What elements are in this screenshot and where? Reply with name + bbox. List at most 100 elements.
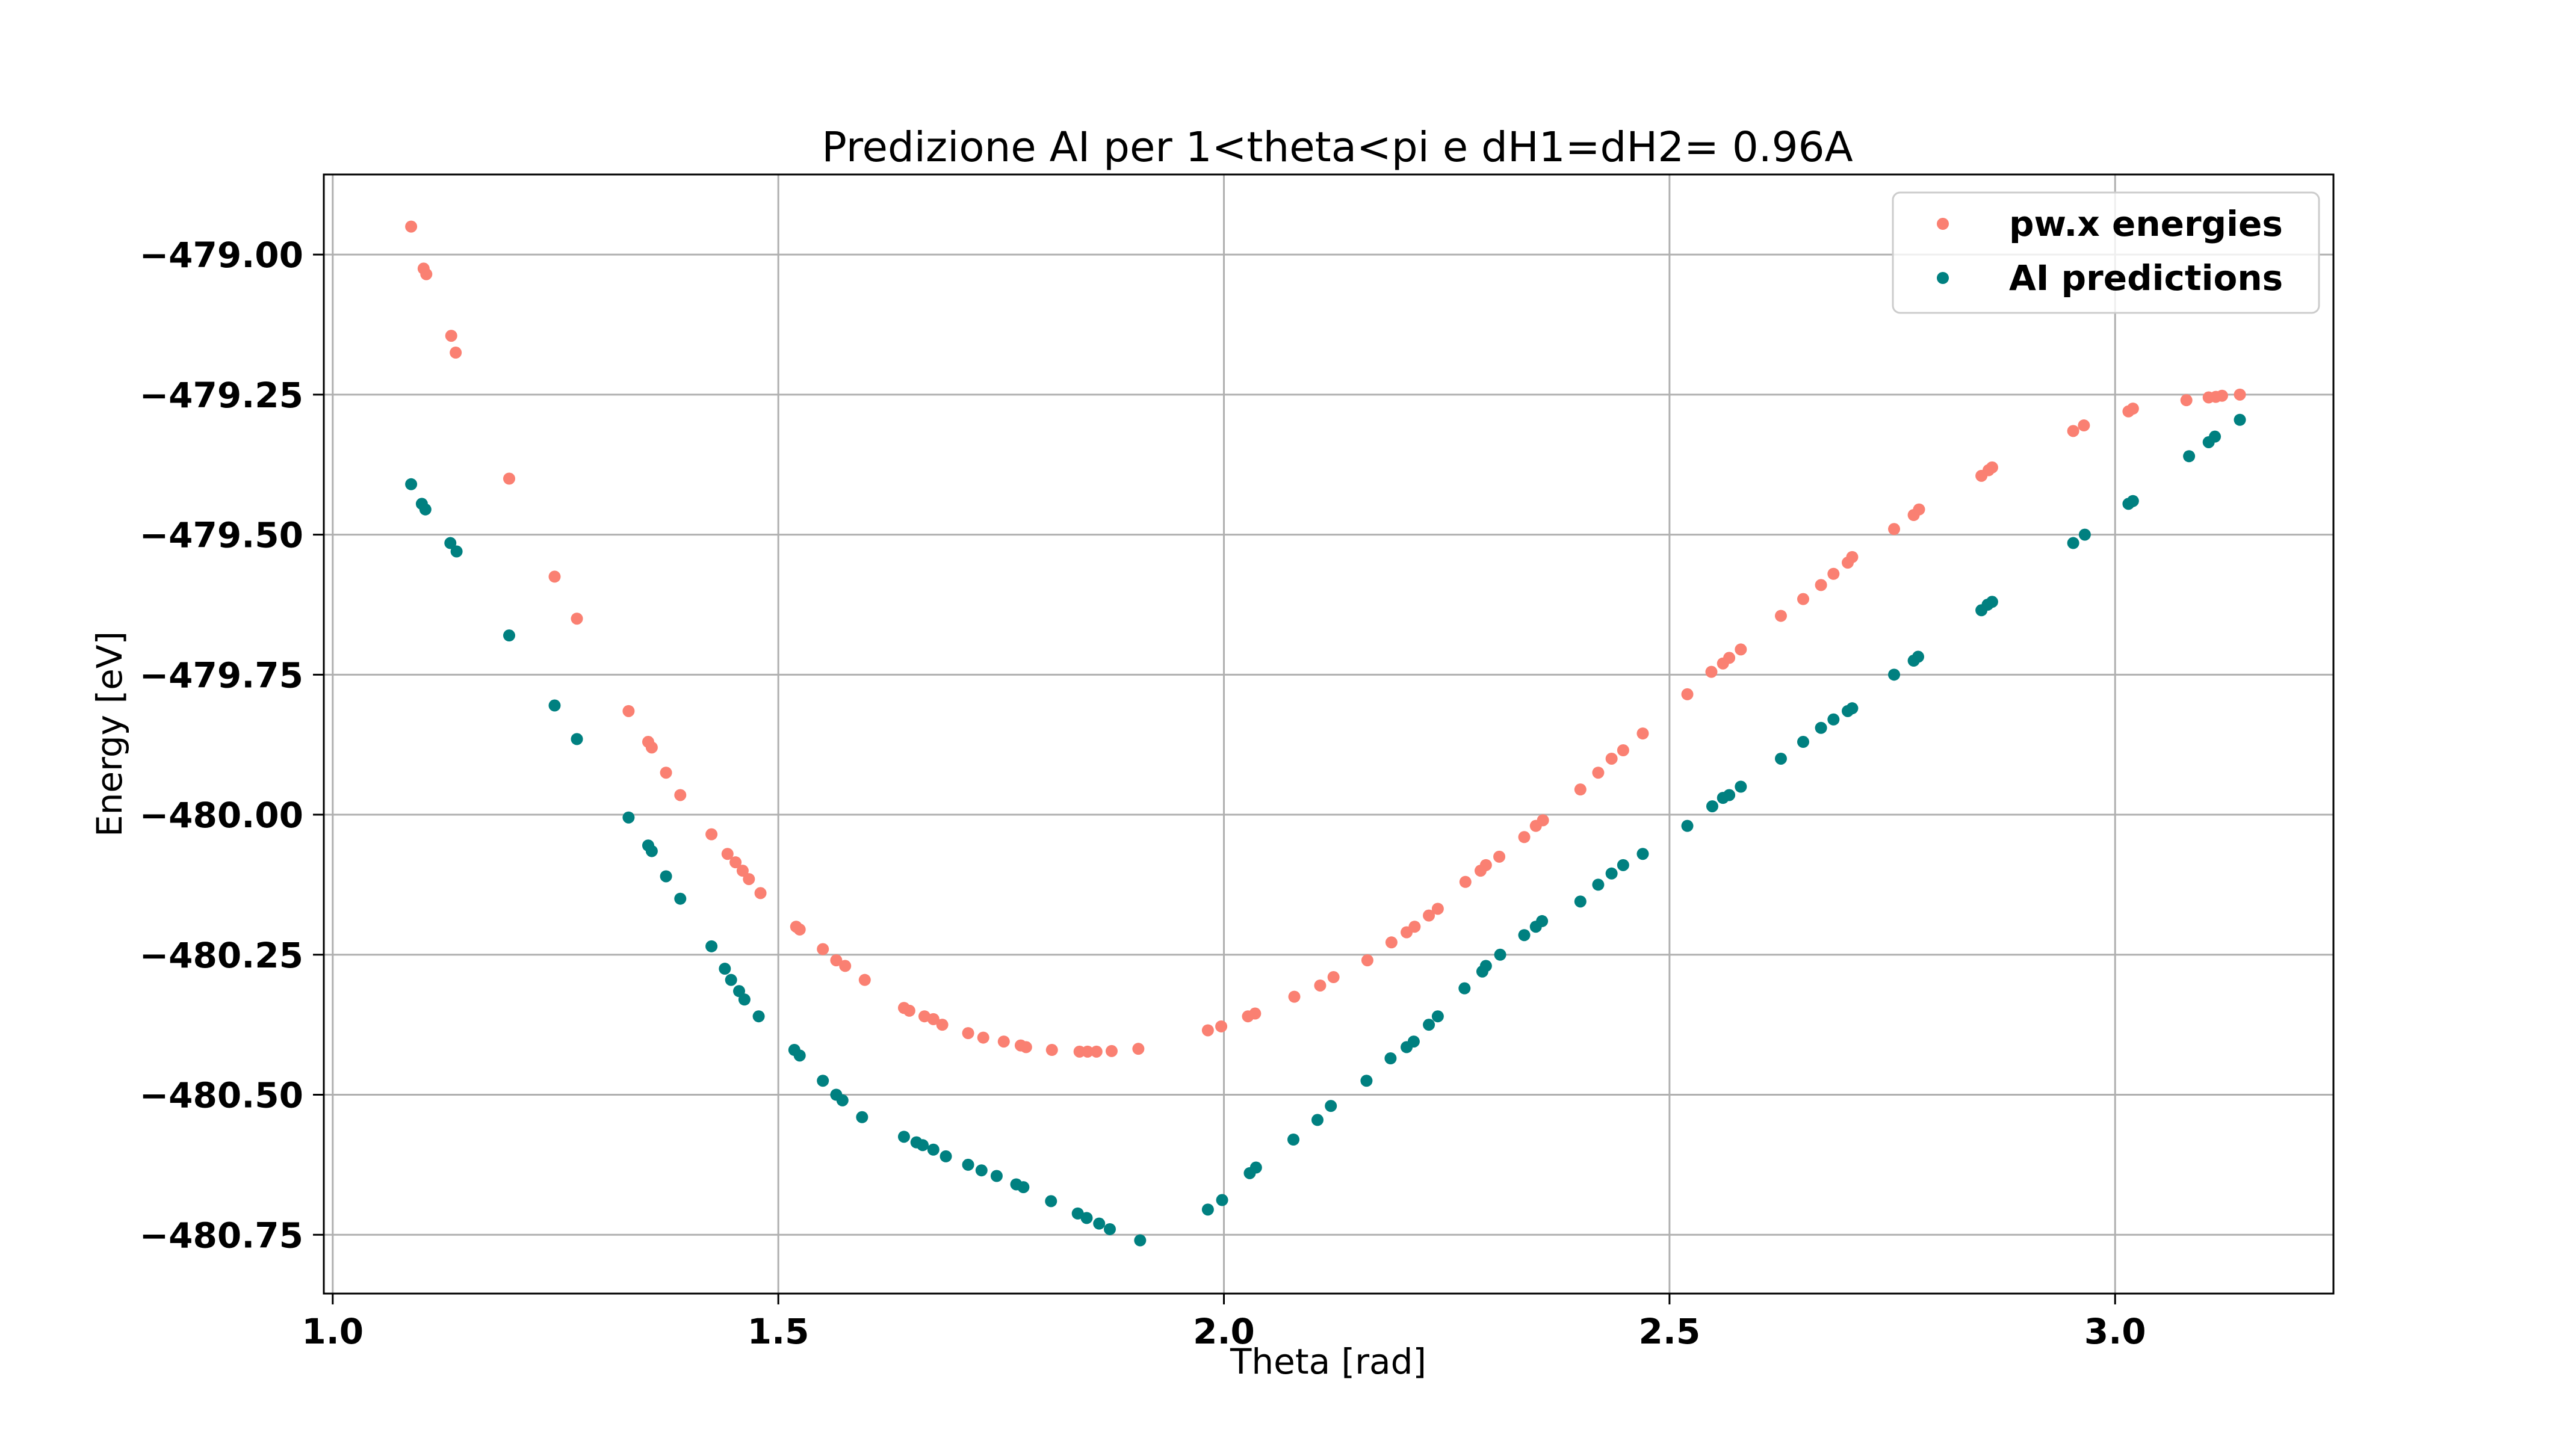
y-tick-label: −479.00: [140, 235, 303, 276]
y-axis-ticks: −479.00 −479.25 −479.50 −479.75 −480.00 −480.…: [140, 235, 324, 1256]
series-pw-x-energies: [405, 220, 2246, 1058]
y-tick-label: −480.25: [140, 935, 303, 976]
ai-predictions-point: [1249, 1161, 1262, 1174]
ai-predictions-point: [1407, 1035, 1420, 1048]
ai-predictions-point: [1723, 789, 1736, 801]
ai-predictions-point: [1605, 867, 1618, 880]
ai-predictions-point: [917, 1139, 929, 1152]
ai-predictions-point: [725, 973, 737, 986]
ai-predictions-point: [1774, 752, 1787, 765]
ai-predictions-point: [419, 503, 432, 516]
ai-predictions-point: [705, 940, 718, 952]
ai-predictions-point: [1912, 650, 1924, 663]
pw-x-energies-point: [754, 887, 767, 899]
pw-x-energies-point: [830, 954, 843, 967]
ai-predictions-point: [2234, 413, 2246, 426]
pw-x-energies-point: [743, 873, 755, 886]
ai-predictions-point: [1093, 1217, 1106, 1230]
ai-predictions-point: [1636, 848, 1649, 860]
x-tick-label: 1.0: [302, 1311, 364, 1352]
ai-predictions-point: [817, 1075, 829, 1087]
pw-x-energies-point: [1827, 567, 1840, 580]
ai-predictions-point: [1017, 1181, 1030, 1194]
ai-predictions-point: [450, 545, 463, 558]
legend-label-pw-x-energies: pw.x energies: [2009, 203, 2283, 244]
pw-x-energies-point: [645, 741, 658, 754]
ai-predictions-point: [1479, 960, 1492, 972]
pw-x-energies-point: [420, 268, 433, 280]
y-tick-label: −480.75: [140, 1215, 303, 1256]
ai-predictions-point: [1706, 800, 1718, 813]
ai-predictions-point: [1574, 895, 1587, 908]
pw-x-energies-point: [445, 330, 457, 342]
y-tick-label: −479.50: [140, 515, 303, 556]
ai-predictions-point: [1681, 819, 1694, 832]
ai-predictions-point: [1071, 1207, 1084, 1220]
ai-predictions-point: [444, 537, 457, 549]
pw-x-energies-point: [1617, 744, 1629, 756]
chart-title: Predizione AI per 1<theta<pi e dH1=dH2= …: [822, 123, 1853, 171]
ai-predictions-point: [1287, 1133, 1300, 1146]
pw-x-energies-point: [1774, 609, 1787, 622]
ai-predictions-point: [674, 892, 687, 905]
pw-x-energies-point: [1090, 1045, 1103, 1058]
ai-predictions-point: [2078, 528, 2091, 541]
legend-marker-ai-predictions: [1937, 272, 1949, 284]
pw-x-energies-point: [1815, 579, 1827, 591]
ai-predictions-point: [1325, 1100, 1337, 1112]
ai-predictions-point: [836, 1094, 849, 1106]
pw-x-energies-point: [1913, 503, 1925, 516]
ai-predictions-point: [940, 1150, 952, 1162]
ai-predictions-point: [1986, 596, 1998, 608]
ai-predictions-point: [752, 1010, 765, 1023]
ai-predictions-point: [927, 1143, 940, 1156]
pw-x-energies-point: [2180, 394, 2193, 407]
ai-predictions-point: [719, 963, 731, 975]
pw-x-energies-point: [793, 923, 806, 936]
ai-predictions-point: [1735, 780, 1747, 793]
series-ai-predictions: [405, 413, 2246, 1247]
x-axis-label: Theta [rad]: [1230, 1341, 1426, 1382]
ai-predictions-point: [660, 870, 672, 883]
pw-x-energies-point: [1045, 1044, 1058, 1057]
ai-predictions-point: [645, 845, 658, 857]
pw-x-energies-point: [405, 220, 418, 233]
pw-x-energies-point: [1797, 593, 1809, 605]
pw-x-energies-point: [962, 1027, 974, 1040]
pw-x-energies-point: [1479, 859, 1492, 871]
ai-predictions-point: [548, 699, 561, 712]
ai-predictions-point: [990, 1170, 1003, 1182]
ai-predictions-point: [1827, 713, 1840, 726]
pw-x-energies-point: [503, 472, 515, 485]
grid-lines: [324, 174, 2333, 1294]
ai-predictions-point: [1201, 1203, 1214, 1216]
pw-x-energies-point: [1518, 831, 1531, 844]
pw-x-energies-point: [1423, 909, 1435, 922]
ai-predictions-point: [2126, 495, 2139, 507]
ai-predictions-point: [1494, 948, 1506, 961]
plot-frame: [323, 173, 2335, 1295]
pw-x-energies-point: [903, 1004, 915, 1017]
pw-x-energies-point: [660, 767, 672, 779]
y-tick-label: −480.00: [140, 795, 303, 836]
x-tick-label: 2.5: [1638, 1311, 1700, 1352]
pw-x-energies-point: [1459, 875, 1472, 888]
pw-x-energies-point: [927, 1013, 940, 1025]
y-tick-label: −480.50: [140, 1075, 303, 1116]
ai-predictions-point: [1080, 1212, 1093, 1224]
ai-predictions-point: [503, 629, 515, 642]
pw-x-energies-point: [1636, 727, 1649, 740]
y-axis-label: Energy [eV]: [89, 631, 130, 837]
pw-x-energies-point: [1605, 752, 1618, 765]
ai-predictions-point: [1815, 721, 1827, 734]
pw-x-energies-point: [1105, 1044, 1118, 1057]
pw-x-energies-point: [1132, 1043, 1145, 1055]
pw-x-energies-point: [1215, 1020, 1228, 1032]
ai-predictions-point: [1134, 1234, 1147, 1247]
ai-predictions-point: [2067, 537, 2079, 549]
pw-x-energies-point: [977, 1031, 989, 1044]
pw-x-energies-point: [2234, 388, 2246, 401]
pw-x-energies-point: [2215, 389, 2228, 402]
pw-x-energies-point: [1735, 643, 1747, 656]
